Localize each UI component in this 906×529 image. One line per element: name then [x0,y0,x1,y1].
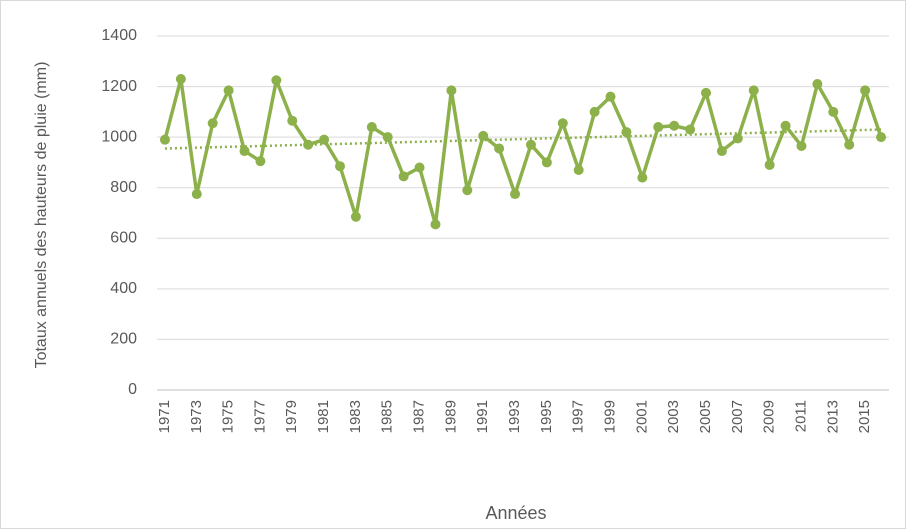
data-point [255,156,266,167]
x-tick-label: 2011 [792,400,809,432]
data-point [637,172,648,183]
x-tick-label: 1985 [379,400,396,433]
data-point [430,219,441,230]
data-point [175,73,186,84]
x-tick-label: 2009 [761,400,778,433]
y-tick-label: 400 [110,280,137,297]
data-point [557,118,568,129]
x-tick-label: 2015 [856,400,873,433]
x-tick-label: 1973 [188,400,205,433]
data-point [621,127,632,138]
x-tick-label: 1995 [538,400,555,433]
data-point [812,79,823,90]
data-point [796,140,807,151]
y-tick-label: 800 [110,179,137,196]
data-point [414,162,425,173]
data-point [653,122,664,133]
data-point [271,75,282,86]
x-axis-title: Années [485,503,546,523]
data-point [780,120,791,131]
x-tick-label: 2005 [697,400,714,433]
data-line [163,77,883,227]
data-point [446,85,457,96]
data-point [876,132,887,143]
data-point [366,122,377,133]
y-tick-label: 200 [110,331,137,348]
data-point [287,115,298,126]
x-tick-label: 1981 [315,400,332,433]
x-tick-label: 1999 [601,400,618,433]
x-tick-label: 1993 [506,400,523,433]
data-point [382,132,393,143]
x-tick-label: 2001 [633,400,650,433]
y-axis-title: Totaux annuels des hauteurs de pluie (mm… [33,62,50,369]
data-point [207,118,218,129]
x-tick-label: 1991 [474,400,491,433]
data-point [860,85,871,96]
data-point [478,130,489,141]
data-point [748,85,759,96]
x-tick-label: 1979 [283,400,300,433]
data-point [541,157,552,168]
data-point [239,146,250,157]
data-point [701,87,711,98]
data-point [303,139,314,150]
x-tick-label: 1975 [220,400,237,433]
data-point [319,134,330,145]
data-point [828,106,839,117]
x-tick-label: 1983 [347,400,364,433]
x-tick-label: 1997 [570,400,587,433]
data-point [605,91,616,102]
data-point [510,189,521,200]
data-point [159,134,170,145]
data-point [494,143,505,154]
x-tick-label: 1989 [442,400,459,433]
x-tick-label: 2013 [824,400,841,433]
x-tick-label: 1971 [156,400,173,433]
data-point [462,185,473,196]
data-point [573,165,584,176]
y-tick-label: 0 [128,381,137,398]
data-point [191,189,202,200]
data-point [685,124,696,135]
y-tick-label: 1000 [101,128,137,145]
data-point [350,211,361,222]
data-point [398,171,409,182]
data-point [525,139,536,150]
x-tick-label: 1977 [251,400,268,433]
data-point [764,159,775,170]
x-tick-label: 2007 [729,400,746,433]
y-tick-label: 1400 [101,27,137,44]
y-tick-label: 1200 [101,78,137,95]
data-point [223,85,234,96]
data-point [589,106,600,117]
y-tick-label: 600 [110,230,137,247]
data-point [335,161,345,172]
data-point [669,120,680,131]
data-point [732,133,743,144]
data-point [844,139,855,150]
x-tick-label: 2003 [665,400,682,433]
data-point [716,146,727,157]
x-tick-label: 1987 [411,400,428,433]
